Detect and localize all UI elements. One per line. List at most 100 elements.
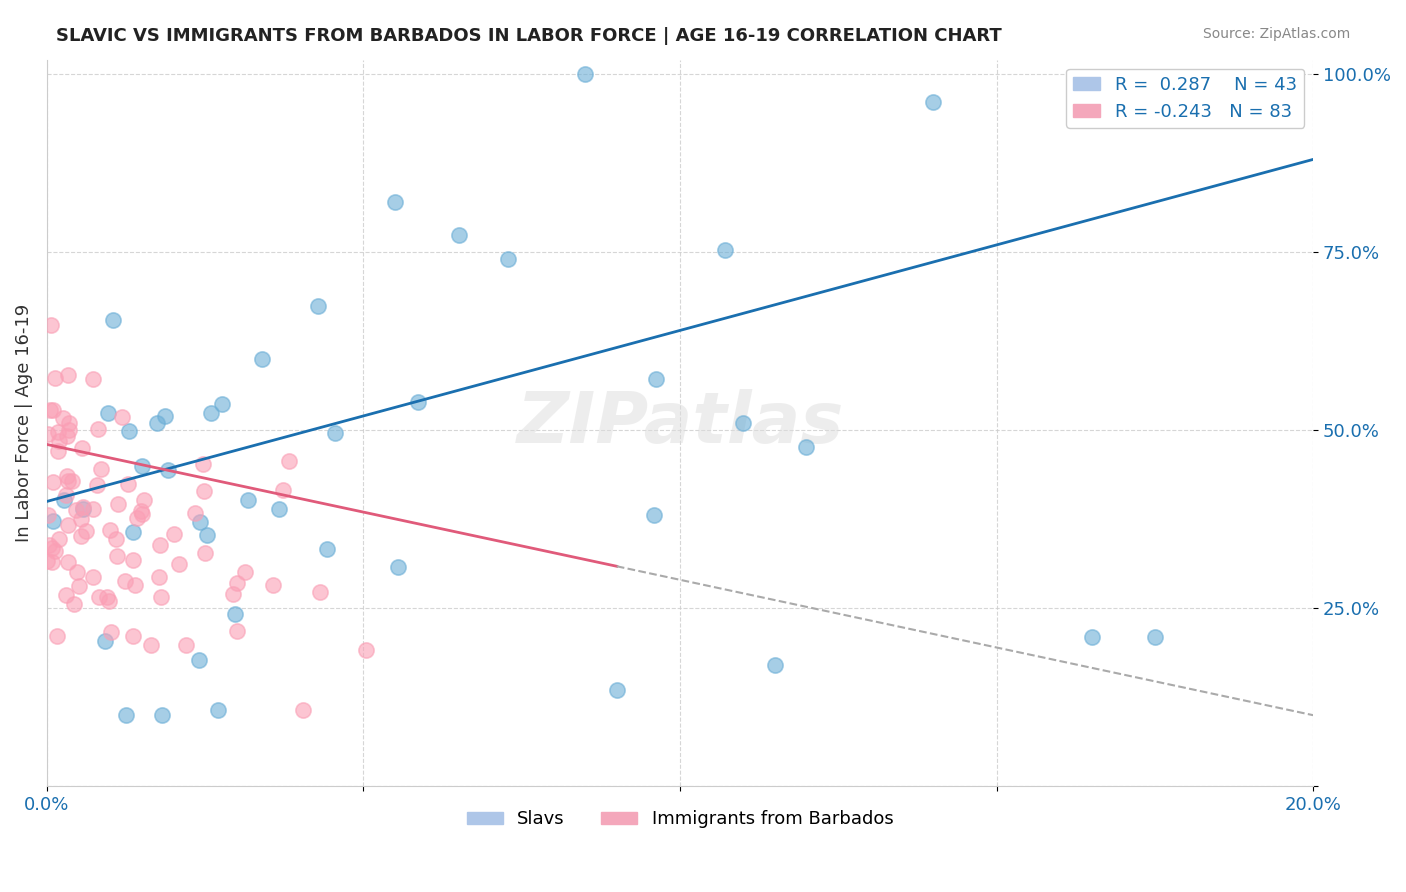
- Immigrants from Barbados: [174, 638, 197, 652]
- Slavs: [157, 463, 180, 477]
- Immigrants from Barbados: [193, 458, 215, 472]
- Immigrants from Barbados: [292, 703, 315, 717]
- Slavs: [763, 658, 786, 673]
- Immigrants from Barbados: [221, 587, 243, 601]
- Immigrants from Barbados: [89, 591, 111, 605]
- Immigrants from Barbados: [148, 570, 170, 584]
- Slavs: [207, 703, 229, 717]
- Slavs: [1080, 630, 1102, 644]
- Immigrants from Barbados: [58, 475, 80, 489]
- Immigrants from Barbados: [98, 524, 121, 538]
- Immigrants from Barbados: [56, 556, 79, 570]
- Immigrants from Barbados: [72, 500, 94, 515]
- Immigrants from Barbados: [111, 410, 134, 425]
- Immigrants from Barbados: [87, 422, 110, 436]
- Immigrants from Barbados: [226, 624, 249, 638]
- Immigrants from Barbados: [233, 565, 256, 579]
- Slavs: [574, 67, 596, 81]
- Immigrants from Barbados: [90, 462, 112, 476]
- Immigrants from Barbados: [163, 526, 186, 541]
- Slavs: [922, 95, 945, 110]
- Immigrants from Barbados: [70, 512, 93, 526]
- Slavs: [53, 493, 76, 508]
- Immigrants from Barbados: [278, 454, 301, 468]
- Immigrants from Barbados: [97, 593, 120, 607]
- Immigrants from Barbados: [96, 590, 118, 604]
- Slavs: [644, 372, 666, 386]
- Text: Source: ZipAtlas.com: Source: ZipAtlas.com: [1202, 27, 1350, 41]
- Immigrants from Barbados: [273, 483, 295, 498]
- Immigrants from Barbados: [66, 565, 89, 579]
- Slavs: [307, 299, 329, 313]
- Slavs: [224, 607, 246, 621]
- Immigrants from Barbados: [48, 532, 70, 546]
- Immigrants from Barbados: [141, 638, 163, 652]
- Immigrants from Barbados: [58, 416, 80, 430]
- Immigrants from Barbados: [56, 469, 79, 483]
- Immigrants from Barbados: [41, 475, 63, 490]
- Immigrants from Barbados: [82, 570, 104, 584]
- Immigrants from Barbados: [41, 318, 63, 332]
- Slavs: [153, 409, 176, 424]
- Slavs: [103, 313, 125, 327]
- Immigrants from Barbados: [82, 372, 104, 386]
- Slavs: [1143, 630, 1166, 644]
- Immigrants from Barbados: [41, 555, 63, 569]
- Immigrants from Barbados: [114, 574, 136, 588]
- Text: ZIPatlas: ZIPatlas: [516, 389, 844, 458]
- Immigrants from Barbados: [56, 429, 79, 443]
- Immigrants from Barbados: [105, 549, 128, 563]
- Slavs: [714, 243, 737, 257]
- Slavs: [250, 351, 273, 366]
- Immigrants from Barbados: [104, 532, 127, 546]
- Immigrants from Barbados: [127, 511, 149, 525]
- Y-axis label: In Labor Force | Age 16-19: In Labor Force | Age 16-19: [15, 304, 32, 542]
- Slavs: [122, 524, 145, 539]
- Slavs: [643, 508, 665, 523]
- Text: SLAVIC VS IMMIGRANTS FROM BARBADOS IN LABOR FORCE | AGE 16-19 CORRELATION CHART: SLAVIC VS IMMIGRANTS FROM BARBADOS IN LA…: [56, 27, 1002, 45]
- Immigrants from Barbados: [69, 529, 91, 543]
- Slavs: [94, 634, 117, 648]
- Slavs: [606, 683, 628, 698]
- Slavs: [195, 528, 218, 542]
- Slavs: [200, 406, 222, 420]
- Immigrants from Barbados: [150, 590, 173, 604]
- Slavs: [406, 395, 429, 409]
- Immigrants from Barbados: [37, 508, 59, 522]
- Slavs: [42, 514, 65, 528]
- Immigrants from Barbados: [131, 504, 153, 518]
- Immigrants from Barbados: [46, 425, 69, 440]
- Immigrants from Barbados: [38, 538, 60, 552]
- Immigrants from Barbados: [167, 558, 190, 572]
- Immigrants from Barbados: [309, 585, 332, 599]
- Immigrants from Barbados: [86, 478, 108, 492]
- Slavs: [97, 406, 120, 420]
- Immigrants from Barbados: [48, 434, 70, 448]
- Immigrants from Barbados: [38, 403, 60, 417]
- Slavs: [387, 560, 409, 574]
- Immigrants from Barbados: [122, 629, 145, 643]
- Immigrants from Barbados: [35, 554, 58, 568]
- Immigrants from Barbados: [63, 597, 86, 611]
- Immigrants from Barbados: [58, 518, 80, 533]
- Immigrants from Barbados: [262, 577, 284, 591]
- Immigrants from Barbados: [44, 371, 66, 385]
- Slavs: [118, 424, 141, 438]
- Immigrants from Barbados: [55, 588, 77, 602]
- Immigrants from Barbados: [131, 507, 153, 521]
- Immigrants from Barbados: [67, 579, 90, 593]
- Slavs: [131, 458, 153, 473]
- Immigrants from Barbados: [107, 497, 129, 511]
- Slavs: [188, 515, 211, 529]
- Immigrants from Barbados: [124, 578, 146, 592]
- Slavs: [269, 502, 291, 516]
- Immigrants from Barbados: [122, 553, 145, 567]
- Immigrants from Barbados: [60, 475, 83, 489]
- Immigrants from Barbados: [41, 541, 63, 556]
- Immigrants from Barbados: [100, 624, 122, 639]
- Immigrants from Barbados: [194, 546, 217, 560]
- Immigrants from Barbados: [354, 643, 377, 657]
- Slavs: [794, 440, 817, 454]
- Immigrants from Barbados: [183, 506, 205, 520]
- Immigrants from Barbados: [193, 483, 215, 498]
